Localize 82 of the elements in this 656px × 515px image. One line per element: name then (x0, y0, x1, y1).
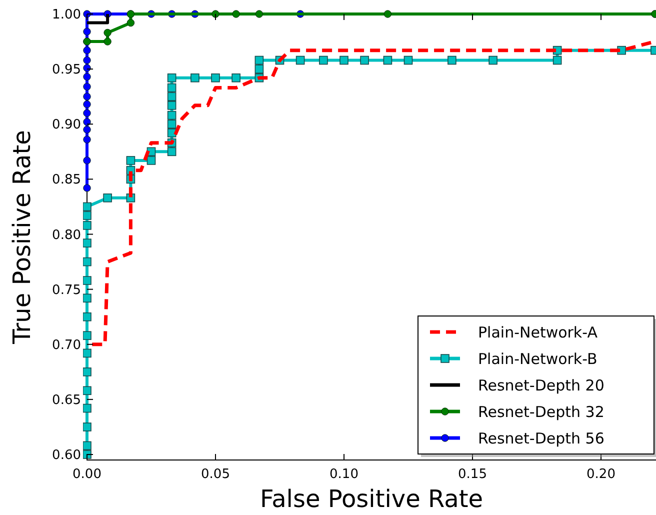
point (83, 450, 92, 459)
point (83, 126, 91, 134)
point (126, 156, 136, 165)
point (232, 10, 240, 18)
point (448, 56, 456, 65)
point (83, 238, 92, 248)
point (384, 10, 392, 18)
point (360, 56, 369, 65)
y-axis-title: True Positive Rate (8, 130, 36, 345)
point (83, 276, 92, 285)
point (83, 422, 92, 432)
x-tick-label: 0.05 (201, 467, 230, 482)
point (340, 56, 348, 65)
y-tick-label: 0.70 (52, 338, 81, 353)
point (488, 56, 498, 65)
point (83, 312, 92, 322)
point (319, 56, 328, 65)
point (167, 73, 176, 82)
point (83, 92, 91, 100)
point (296, 56, 305, 65)
y-tick-label: 0.95 (52, 62, 81, 78)
point (404, 56, 413, 65)
point (167, 147, 176, 156)
point (83, 257, 92, 266)
legend-label: Plain-Network-B (478, 350, 598, 368)
point (83, 404, 92, 413)
legend-label: Resnet-Depth 20 (478, 376, 604, 394)
point (167, 101, 176, 110)
point (83, 441, 92, 450)
y-tick-label: 0.75 (52, 282, 81, 298)
point (146, 156, 156, 165)
x-tick-label: 0.15 (458, 467, 487, 482)
point (104, 38, 112, 46)
point (83, 46, 91, 54)
point (190, 73, 200, 82)
point (83, 118, 91, 126)
point (83, 331, 92, 340)
point (83, 211, 92, 220)
point (83, 348, 92, 358)
point (83, 56, 91, 64)
legend-label: Resnet-Depth 32 (478, 402, 604, 421)
y-tick-label: 0.90 (52, 118, 81, 133)
point (103, 194, 112, 202)
point (383, 56, 392, 65)
point (254, 64, 264, 74)
x-tick-label: 0.00 (72, 467, 102, 482)
point (552, 56, 562, 65)
point (83, 72, 91, 81)
point (83, 156, 91, 164)
point (211, 73, 220, 82)
point (83, 136, 91, 144)
x-tick-label: 0.10 (330, 467, 358, 482)
point (83, 368, 92, 376)
point (167, 120, 176, 129)
point (83, 386, 92, 396)
point (83, 294, 92, 303)
point (255, 10, 264, 18)
y-tick-label: 0.60 (52, 448, 81, 464)
point (83, 100, 91, 108)
point (83, 184, 91, 192)
point (232, 73, 240, 82)
y-tick-label: 0.85 (52, 172, 81, 188)
point (212, 10, 220, 18)
point (167, 110, 176, 120)
legend-label: Resnet-Depth 56 (478, 429, 604, 448)
x-axis-title: False Positive Rate (260, 485, 484, 513)
point (83, 82, 91, 91)
point (83, 202, 92, 212)
point (83, 64, 91, 72)
point (126, 18, 135, 27)
point (83, 28, 91, 36)
point (167, 83, 176, 92)
point (83, 221, 92, 230)
point (83, 109, 91, 117)
y-tick-label: 0.80 (52, 228, 81, 243)
legend-label: Plain-Network-A (478, 323, 598, 342)
point (167, 92, 176, 101)
point (254, 56, 264, 65)
x-tick-label: 0.20 (586, 467, 616, 482)
point (104, 28, 112, 37)
y-tick-label: 0.65 (52, 392, 81, 408)
y-tick-label: 1.00 (52, 8, 81, 23)
